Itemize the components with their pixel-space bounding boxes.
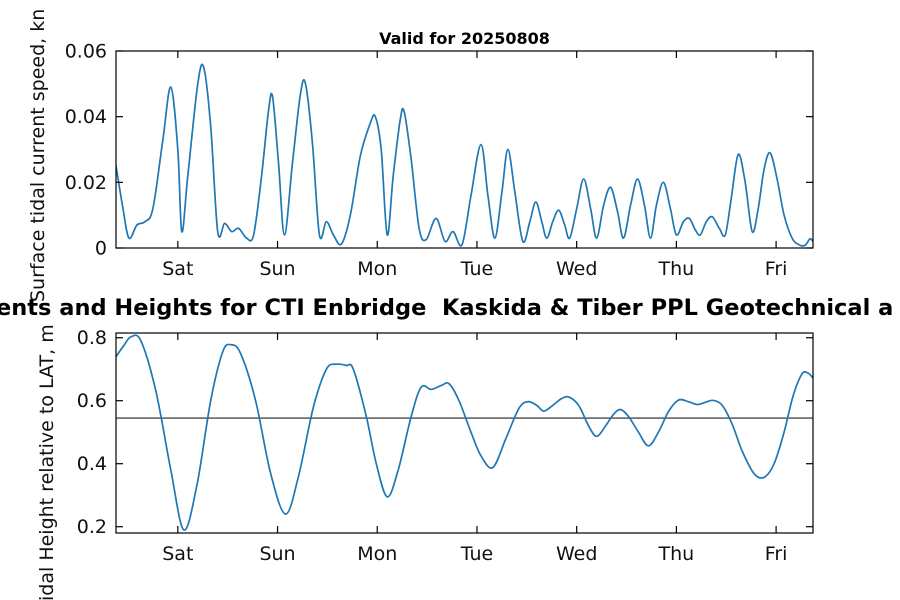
series-line-surface-current-speed (116, 63, 813, 247)
axes-box-tidal-height (115, 332, 814, 534)
x-tick-label: Sat (162, 258, 193, 280)
x-tick-label: Wed (556, 543, 597, 565)
x-tick-label: Sun (259, 543, 295, 565)
x-tick-label: Wed (556, 258, 597, 280)
series-line-tidal-height (116, 334, 813, 531)
bottom-chart-ylabel: Tidal Height relative to LAT, m (36, 324, 58, 600)
x-tick-label: Mon (357, 543, 397, 565)
top-chart-ylabel: Surface tidal current speed, kn (27, 8, 49, 302)
x-tick-label: Thu (658, 258, 695, 280)
y-tick-label: 0 (95, 238, 107, 260)
y-tick-label: 0.4 (77, 453, 107, 475)
y-tick-label: 0.02 (65, 172, 107, 194)
x-tick-label: Mon (357, 258, 397, 280)
x-tick-label: Sat (162, 543, 193, 565)
axes-box-surface-current-speed (115, 50, 814, 249)
top-chart-title: Valid for 20250808 (379, 29, 550, 48)
x-tick-label: Fri (765, 543, 788, 565)
x-tick-label: Sun (259, 258, 295, 280)
x-tick-label: Tue (460, 258, 493, 280)
y-tick-label: 0.2 (77, 516, 107, 538)
y-tick-label: 0.06 (65, 41, 107, 63)
x-tick-label: Thu (658, 543, 695, 565)
x-tick-label: Fri (765, 258, 788, 280)
y-tick-label: 0.8 (77, 327, 107, 349)
x-tick-label: Tue (460, 543, 493, 565)
y-tick-label: 0.6 (77, 390, 107, 412)
y-tick-label: 0.04 (65, 106, 107, 128)
figure-suptitle: ents and Heights for CTI Enbridge Kaskid… (0, 295, 894, 321)
